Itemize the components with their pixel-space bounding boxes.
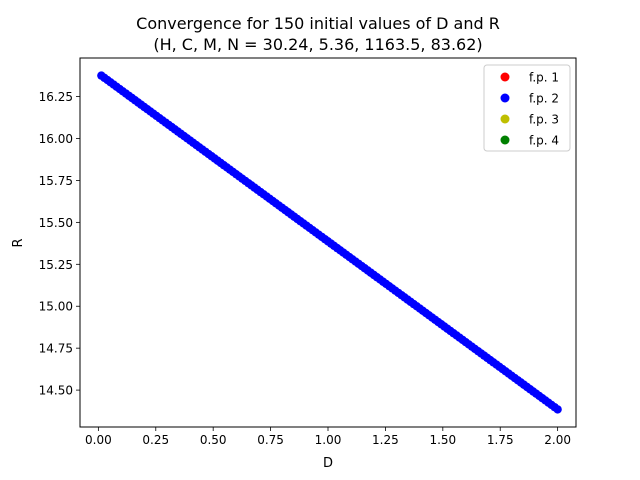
x-tick-label: 1.50 xyxy=(429,433,456,447)
y-tick-label: 15.00 xyxy=(39,300,73,314)
legend-label: f.p. 2 xyxy=(529,92,559,106)
y-axis-label: R xyxy=(11,238,26,247)
x-axis-label: D xyxy=(323,456,333,471)
legend-box xyxy=(483,64,571,152)
y-axis-ticks: 14.50 14.75 15.00 15.25 15.50 15.75 16.00 16.25 xyxy=(39,90,80,398)
x-tick-label: 0.00 xyxy=(85,433,112,447)
scatter-points xyxy=(97,71,562,414)
legend-label: f.p. 3 xyxy=(529,113,559,127)
y-tick-label: 15.50 xyxy=(39,216,73,230)
x-tick-label: 1.00 xyxy=(315,433,342,447)
x-tick-label: 1.25 xyxy=(372,433,399,447)
x-tick-label: 0.25 xyxy=(142,433,169,447)
legend: f.p. 1 f.p. 2 f.p. 3 f.p. 4 xyxy=(483,64,571,152)
legend-label: f.p. 4 xyxy=(529,134,559,148)
legend-marker xyxy=(500,93,510,103)
x-tick-label: 2.00 xyxy=(544,433,571,447)
chart-title-line-1: Convergence for 150 initial values of D … xyxy=(136,14,500,33)
y-tick-label: 16.00 xyxy=(39,132,73,146)
chart-title-line-2: (H, C, M, N = 30.24, 5.36, 1163.5, 83.62… xyxy=(153,35,482,54)
y-tick-label: 16.25 xyxy=(39,90,73,104)
x-tick-label: 0.75 xyxy=(257,433,284,447)
legend-marker xyxy=(500,114,510,124)
x-axis-ticks: 0.00 0.25 0.50 0.75 1.00 1.25 1.50 1.75 2.00 xyxy=(85,427,571,447)
legend-label: f.p. 1 xyxy=(529,71,559,85)
y-tick-label: 14.75 xyxy=(39,342,73,356)
x-tick-label: 1.75 xyxy=(487,433,514,447)
legend-marker xyxy=(500,135,510,145)
y-tick-label: 15.75 xyxy=(39,174,73,188)
data-point xyxy=(553,405,562,414)
x-tick-label: 0.50 xyxy=(200,433,227,447)
y-tick-label: 15.25 xyxy=(39,258,73,272)
y-tick-label: 14.50 xyxy=(39,384,73,398)
legend-marker xyxy=(500,72,510,82)
